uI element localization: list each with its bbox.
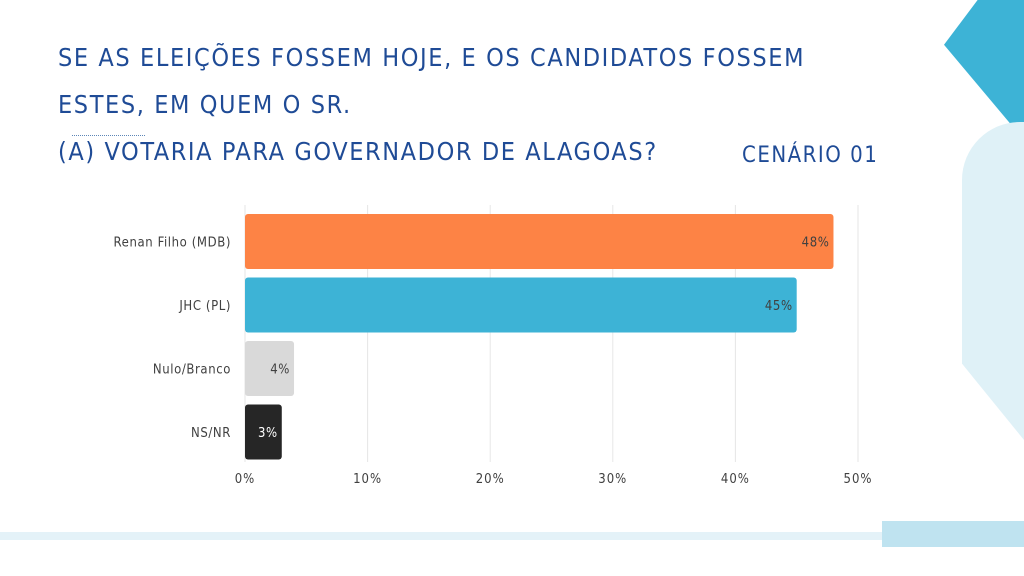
value-label: 4% — [270, 363, 290, 378]
bar — [245, 404, 282, 460]
x-tick-label: 20% — [476, 472, 505, 487]
category-label: JHC (PL) — [178, 299, 231, 314]
x-tick-label: 0% — [235, 472, 256, 487]
page-title: SE AS ELEIÇÕES FOSSEM HOJE, E OS CANDIDA… — [58, 34, 858, 175]
category-label: Nulo/Branco — [153, 363, 231, 378]
value-label: 48% — [802, 236, 830, 251]
bottom-band — [0, 532, 1024, 540]
bottom-accent-shape — [882, 521, 1024, 547]
category-label: NS/NR — [191, 426, 231, 441]
bar — [245, 277, 797, 333]
value-label: 3% — [258, 426, 278, 441]
x-tick-label: 40% — [721, 472, 750, 487]
x-tick-label: 30% — [598, 472, 627, 487]
scenario-label: CENÁRIO 01 — [742, 143, 879, 168]
x-tick-label: 10% — [353, 472, 382, 487]
bar — [245, 341, 295, 396]
category-label: Renan Filho (MDB) — [114, 236, 231, 251]
x-tick-label: 50% — [844, 472, 873, 487]
page-title-line-2: (A) VOTARIA PARA GOVERNADOR DE ALAGOAS? — [58, 137, 658, 166]
title-divider — [72, 135, 145, 136]
value-label: 45% — [765, 299, 793, 314]
page-title-line-1: SE AS ELEIÇÕES FOSSEM HOJE, E OS CANDIDA… — [58, 43, 806, 119]
bar — [245, 214, 834, 269]
